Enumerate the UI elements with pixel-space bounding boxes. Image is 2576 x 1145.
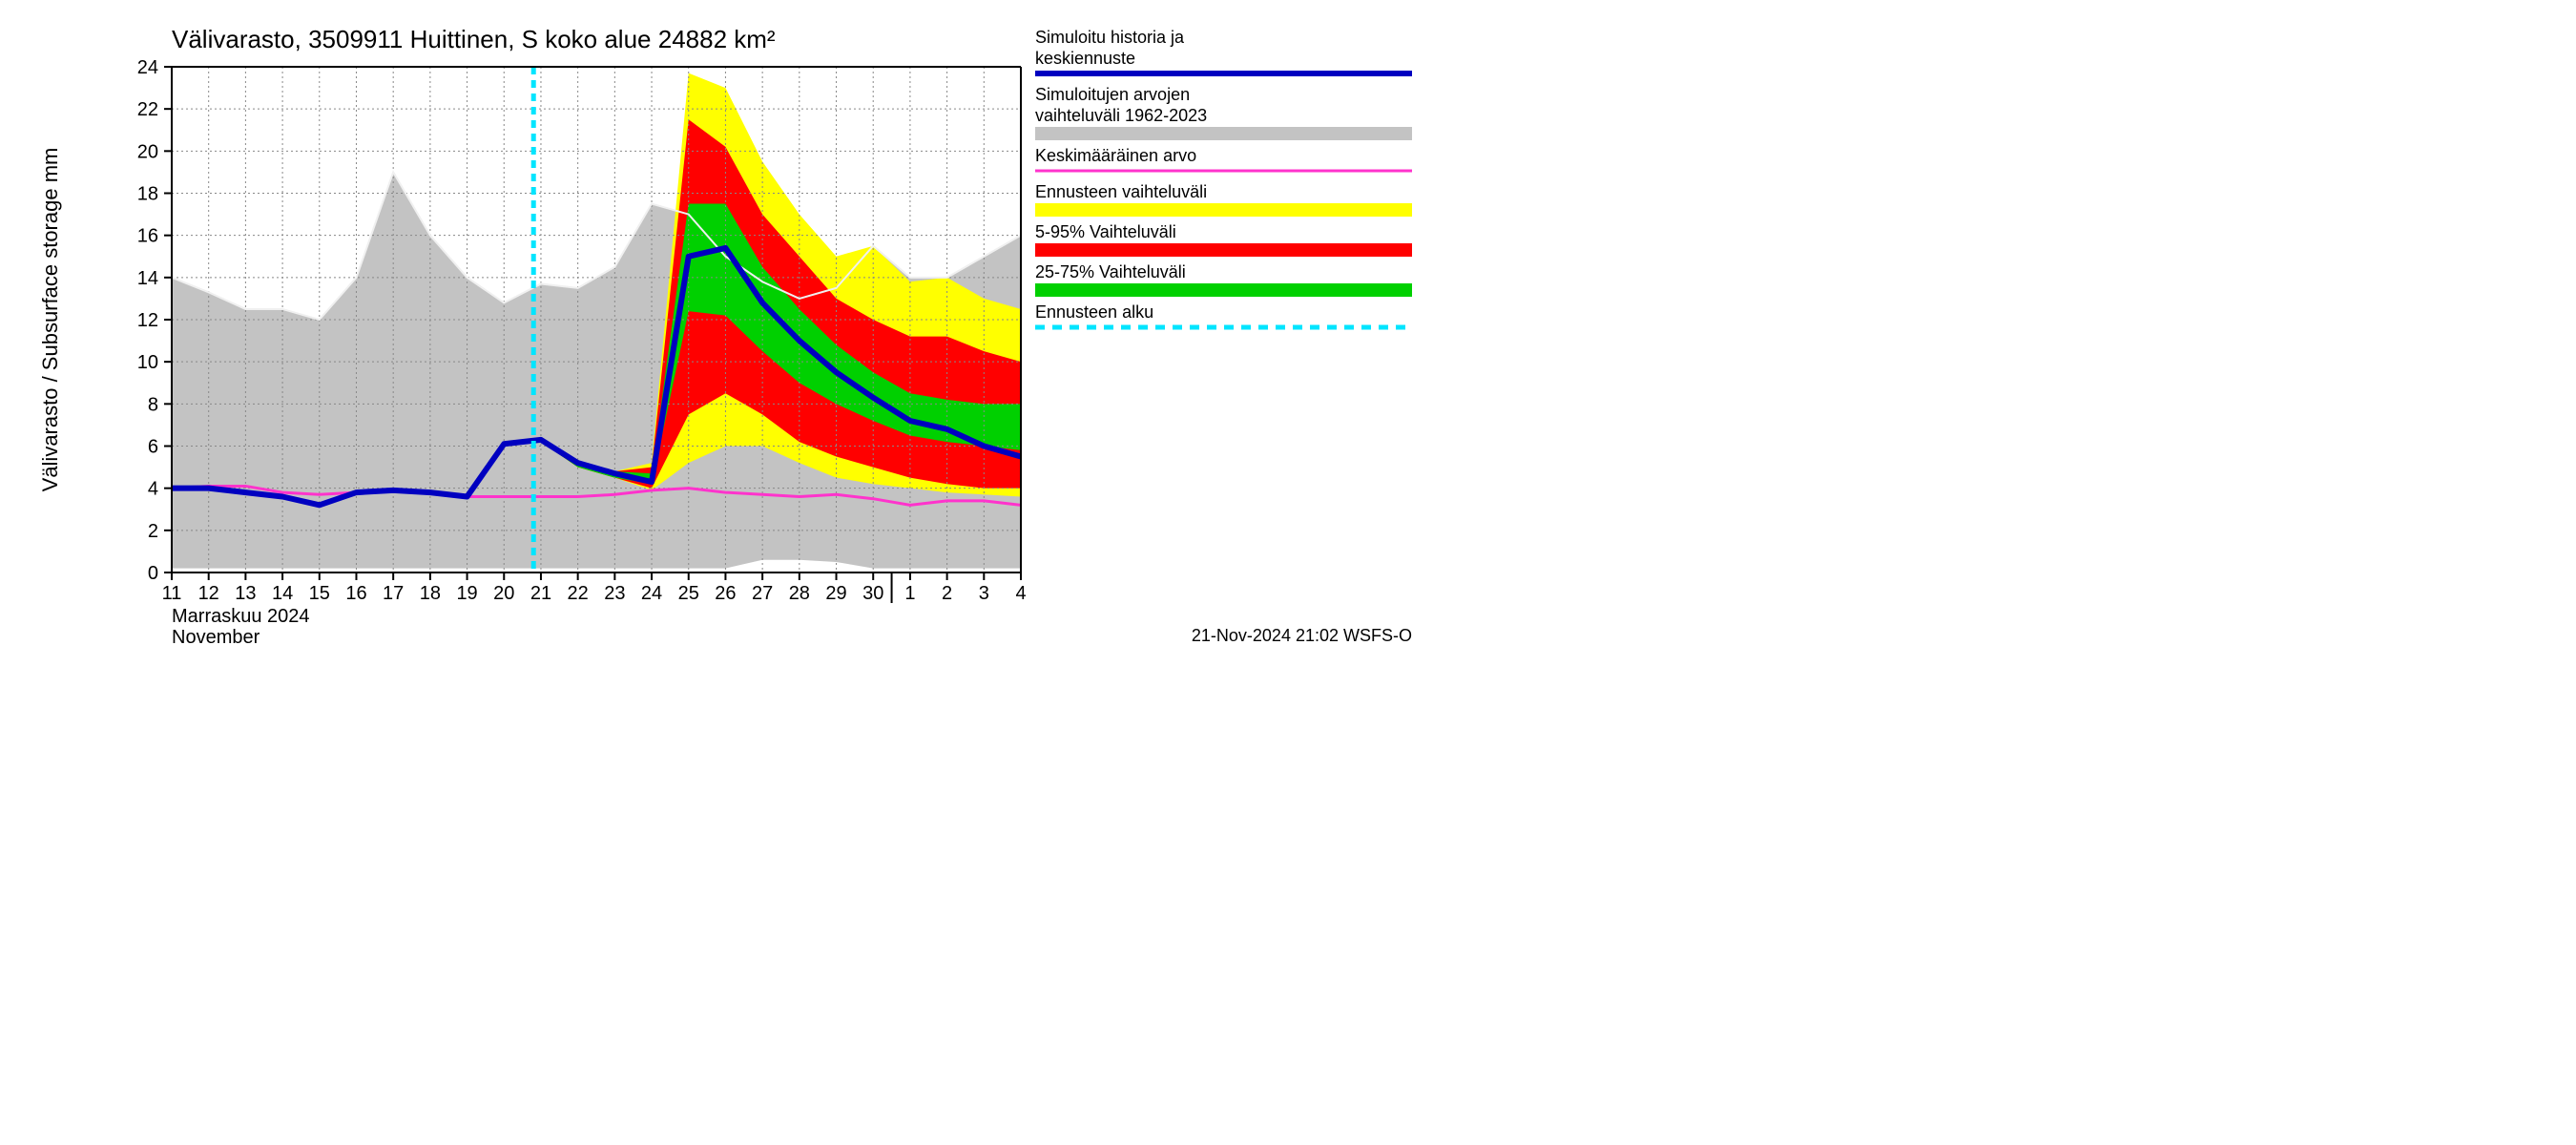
legend-label: 5-95% Vaihteluväli [1035, 222, 1176, 241]
x-tick-label: 19 [456, 583, 477, 604]
x-tick-label: 17 [383, 583, 404, 604]
legend-label: Keskimääräinen arvo [1035, 146, 1196, 165]
legend-label: vaihteluväli 1962-2023 [1035, 106, 1207, 125]
legend-label: 25-75% Vaihteluväli [1035, 262, 1186, 281]
x-tick-label: 18 [420, 583, 441, 604]
legend-swatch [1035, 283, 1412, 297]
y-tick-label: 22 [137, 99, 158, 120]
x-tick-label: 12 [198, 583, 219, 604]
x-axis-label-bottom: November [172, 627, 260, 648]
x-tick-label: 3 [979, 583, 989, 604]
x-tick-label: 24 [641, 583, 662, 604]
x-axis-label-top: Marraskuu 2024 [172, 606, 310, 627]
y-tick-label: 0 [148, 563, 158, 584]
x-tick-label: 16 [345, 583, 366, 604]
x-tick-label: 22 [568, 583, 589, 604]
y-tick-label: 10 [137, 352, 158, 373]
x-tick-label: 21 [530, 583, 551, 604]
x-tick-label: 27 [752, 583, 773, 604]
x-tick-label: 11 [162, 583, 182, 604]
legend-label: keskiennuste [1035, 49, 1135, 68]
y-tick-label: 4 [148, 479, 158, 500]
x-tick-label: 28 [789, 583, 810, 604]
y-tick-label: 18 [137, 184, 158, 205]
legend-label: Ennusteen vaihteluväli [1035, 182, 1207, 201]
x-tick-label: 20 [493, 583, 514, 604]
footer-timestamp: 21-Nov-2024 21:02 WSFS-O [1192, 626, 1412, 645]
legend-swatch [1035, 203, 1412, 217]
y-axis-label: Välivarasto / Subsurface storage mm [38, 148, 62, 492]
x-tick-label: 4 [1015, 583, 1026, 604]
chart-svg: Välivarasto, 3509911 Huittinen, S koko a… [0, 0, 1431, 649]
x-tick-label: 1 [904, 583, 915, 604]
y-tick-label: 6 [148, 437, 158, 458]
y-tick-label: 20 [137, 141, 158, 162]
chart-container: Välivarasto, 3509911 Huittinen, S koko a… [0, 0, 1431, 649]
legend-label: Simuloitujen arvojen [1035, 85, 1190, 104]
y-tick-label: 8 [148, 394, 158, 415]
x-tick-label: 29 [825, 583, 846, 604]
y-tick-label: 14 [137, 268, 158, 289]
x-tick-label: 23 [604, 583, 625, 604]
y-tick-label: 12 [137, 310, 158, 331]
y-tick-label: 24 [137, 57, 158, 78]
x-tick-label: 2 [942, 583, 952, 604]
chart-title: Välivarasto, 3509911 Huittinen, S koko a… [172, 25, 776, 53]
x-tick-label: 26 [715, 583, 736, 604]
x-tick-label: 14 [272, 583, 293, 604]
x-tick-label: 25 [678, 583, 699, 604]
y-tick-label: 2 [148, 521, 158, 542]
x-tick-label: 15 [309, 583, 330, 604]
y-tick-label: 16 [137, 226, 158, 247]
legend-swatch [1035, 243, 1412, 257]
x-tick-label: 13 [235, 583, 256, 604]
legend-swatch [1035, 127, 1412, 140]
legend-label: Ennusteen alku [1035, 302, 1153, 322]
legend-label: Simuloitu historia ja [1035, 28, 1185, 47]
x-tick-label: 30 [862, 583, 883, 604]
